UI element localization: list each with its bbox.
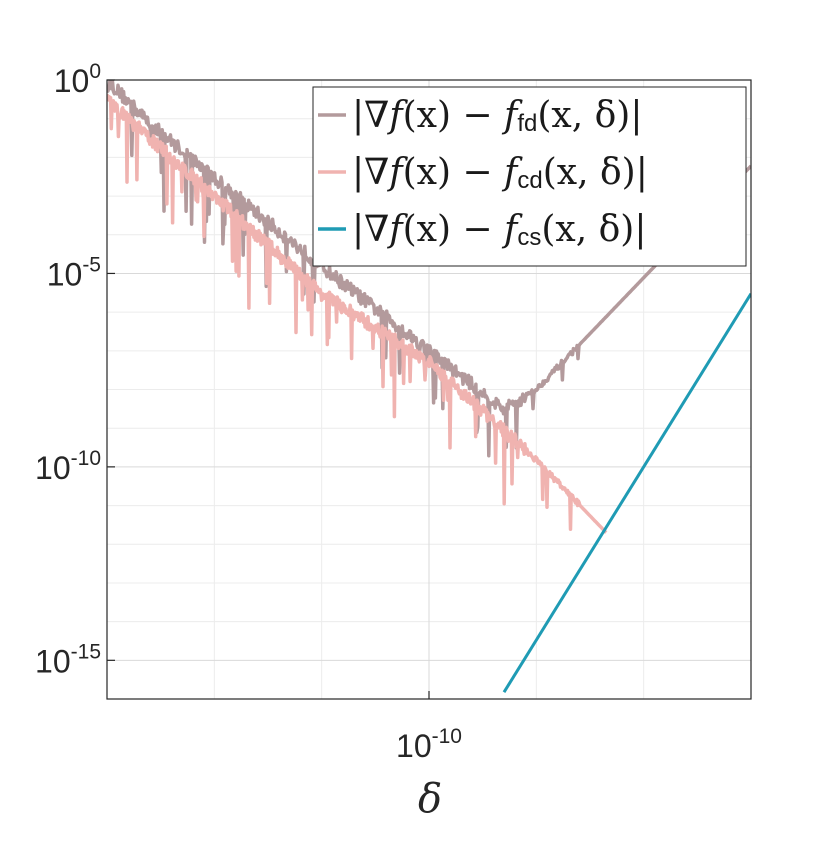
x-tick-labels: 10-10	[396, 725, 462, 764]
series-line-cd	[107, 93, 608, 534]
y-tick-label: 10-10	[35, 447, 101, 486]
series-line-cs	[502, 292, 751, 693]
legend-label-fd: |∇f(x) − ffd(x, δ)|	[352, 95, 642, 137]
series-layer	[107, 80, 751, 693]
legend-box	[312, 86, 747, 267]
tick-marks	[107, 79, 430, 699]
x-axis-label: δ	[418, 776, 442, 822]
legend-label-cd: |∇f(x) − fcd(x, δ)|	[352, 152, 648, 194]
legend: |∇f(x) − ffd(x, δ)| |∇f(x) − fcd(x, δ)| |∇…	[312, 86, 747, 267]
y-tick-label: 100	[54, 60, 101, 99]
y-tick-label: 10-5	[47, 253, 101, 292]
x-tick-label: 10-10	[396, 725, 462, 764]
legend-label-cs: |∇f(x) − fcs(x, δ)|	[352, 209, 646, 251]
y-tick-labels: 100 10-5 10-10 10-15	[35, 60, 101, 679]
y-tick-label: 10-15	[35, 640, 101, 679]
